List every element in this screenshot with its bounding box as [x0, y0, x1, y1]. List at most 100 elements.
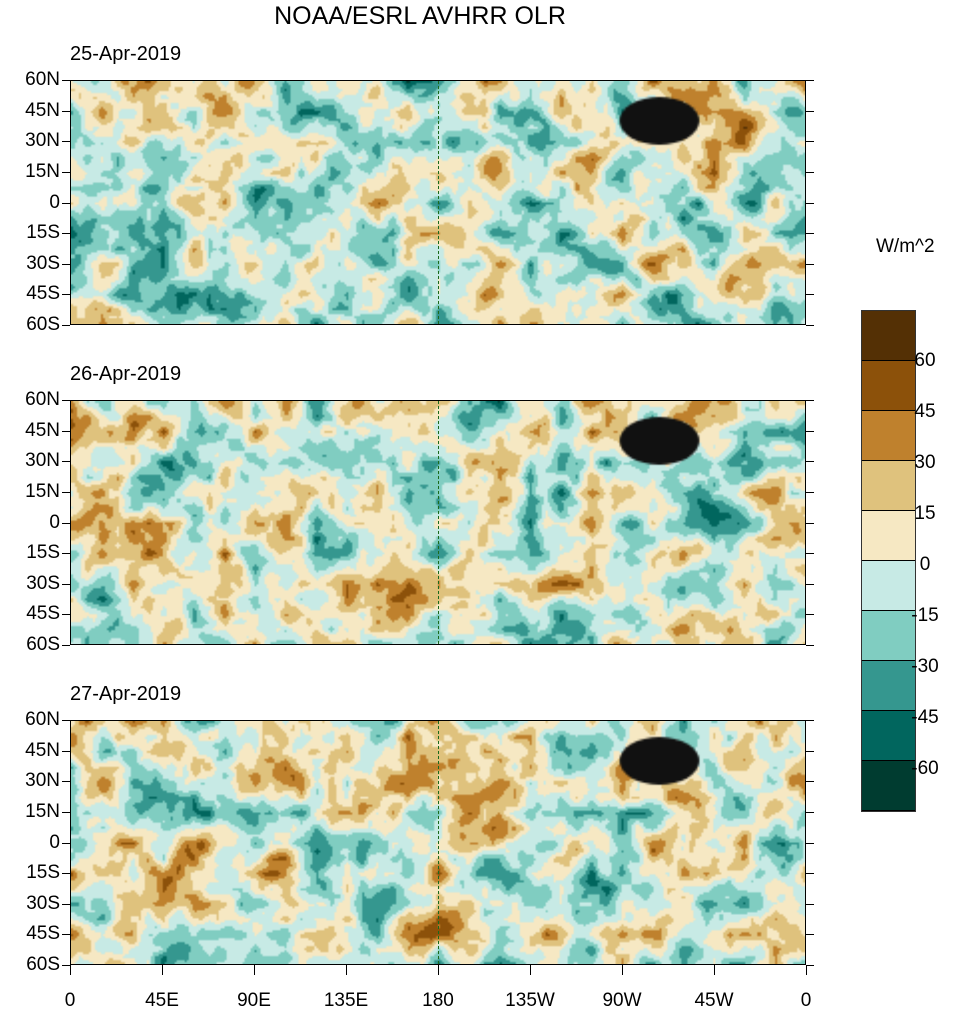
lat-tick-label: 0 — [49, 831, 60, 853]
tick-mark — [806, 873, 814, 875]
colorbar-swatch — [862, 711, 915, 761]
tick-mark — [622, 965, 623, 975]
tick-mark — [62, 645, 70, 646]
lon-tick-label: 45W — [694, 990, 734, 1011]
tick-mark — [806, 720, 814, 721]
colorbar-label: -30 — [911, 656, 939, 677]
lat-tick-label: 45S — [26, 923, 60, 945]
tick-mark — [806, 522, 814, 524]
tick-mark — [62, 781, 70, 783]
colorbar-label: 15 — [914, 503, 936, 524]
colorbar-swatch — [862, 511, 915, 561]
tick-mark — [62, 233, 70, 235]
dateline — [438, 401, 439, 644]
dateline — [438, 721, 439, 964]
tick-mark — [62, 903, 70, 905]
lon-tick-label: 135W — [505, 990, 555, 1011]
tick-mark — [806, 491, 814, 493]
panel-date: 26-Apr-2019 — [70, 363, 182, 385]
tick-mark — [62, 400, 70, 401]
tick-mark — [806, 614, 814, 616]
tick-mark — [714, 965, 715, 975]
dateline — [438, 81, 439, 324]
lat-tick-label: 15N — [25, 800, 60, 822]
tick-mark — [806, 233, 814, 235]
olr-map-panel — [70, 720, 806, 965]
panel-date: 25-Apr-2019 — [70, 43, 182, 65]
tick-mark — [62, 263, 70, 265]
colorbar-label: -60 — [911, 758, 939, 779]
tick-mark — [62, 80, 70, 81]
tick-mark — [254, 965, 255, 975]
tick-mark — [806, 583, 814, 585]
lat-tick-label: 60N — [25, 709, 60, 730]
tick-mark — [806, 325, 814, 326]
colorbar-label: 0 — [919, 554, 931, 575]
tick-mark — [806, 430, 814, 432]
tick-mark — [806, 750, 814, 752]
tick-mark — [806, 294, 814, 296]
tick-mark — [806, 110, 814, 112]
lon-tick-label: 90W — [602, 990, 642, 1011]
tick-mark — [806, 80, 814, 81]
lat-tick-label: 45N — [25, 419, 60, 441]
tick-mark — [62, 842, 70, 844]
tick-mark — [62, 750, 70, 752]
tick-mark — [806, 141, 814, 143]
tick-mark — [806, 842, 814, 844]
tick-mark — [530, 965, 531, 975]
tick-mark — [62, 553, 70, 555]
lat-tick-label: 60S — [26, 314, 60, 335]
colorbar-swatch — [862, 661, 915, 711]
tick-mark — [62, 811, 70, 813]
tick-mark — [806, 811, 814, 813]
lat-tick-label: 30N — [25, 450, 60, 472]
colorbar-label: -45 — [911, 707, 939, 728]
lat-tick-label: 60S — [26, 954, 60, 975]
colorbar-swatch — [862, 361, 915, 411]
lat-tick-label: 15N — [25, 480, 60, 502]
colorbar-label: 45 — [914, 401, 936, 422]
lat-tick-label: 45N — [25, 99, 60, 121]
tick-mark — [62, 934, 70, 936]
lat-tick-label: 30N — [25, 770, 60, 792]
colorbar-label: -15 — [911, 605, 939, 626]
olr-map-panel — [70, 400, 806, 645]
tick-mark — [62, 202, 70, 204]
tick-mark — [62, 294, 70, 296]
lat-tick-label: 60S — [26, 634, 60, 655]
lat-tick-label: 45S — [26, 283, 60, 305]
lon-tick-label: 135E — [323, 990, 369, 1011]
lat-tick-label: 15N — [25, 160, 60, 182]
lat-tick-label: 30S — [26, 572, 60, 594]
lon-tick-label: 0 — [800, 990, 812, 1011]
tick-mark — [62, 583, 70, 585]
tick-mark — [62, 110, 70, 112]
lat-tick-label: 45S — [26, 603, 60, 625]
colorbar-label: 30 — [914, 452, 936, 473]
lat-tick-label: 60N — [25, 69, 60, 90]
lat-tick-label: 60N — [25, 389, 60, 410]
olr-map-panel — [70, 80, 806, 325]
lon-tick-label: 90E — [237, 990, 271, 1011]
colorbar-swatch — [862, 411, 915, 461]
tick-mark — [62, 965, 70, 966]
tick-mark — [806, 781, 814, 783]
lat-tick-label: 15S — [26, 222, 60, 244]
colorbar-unit: W/m^2 — [876, 236, 935, 257]
tick-mark — [70, 965, 71, 975]
lat-tick-label: 0 — [49, 191, 60, 213]
lat-tick-label: 30N — [25, 130, 60, 152]
colorbar-swatch — [862, 561, 915, 611]
tick-mark — [62, 430, 70, 432]
colorbar-swatch — [862, 461, 915, 511]
tick-mark — [62, 522, 70, 524]
tick-mark — [62, 614, 70, 616]
tick-mark — [62, 873, 70, 875]
figure-title: NOAA/ESRL AVHRR OLR — [274, 2, 566, 30]
tick-mark — [62, 491, 70, 493]
tick-mark — [806, 903, 814, 905]
tick-mark — [806, 171, 814, 173]
lat-tick-label: 30S — [26, 252, 60, 274]
tick-mark — [62, 141, 70, 143]
